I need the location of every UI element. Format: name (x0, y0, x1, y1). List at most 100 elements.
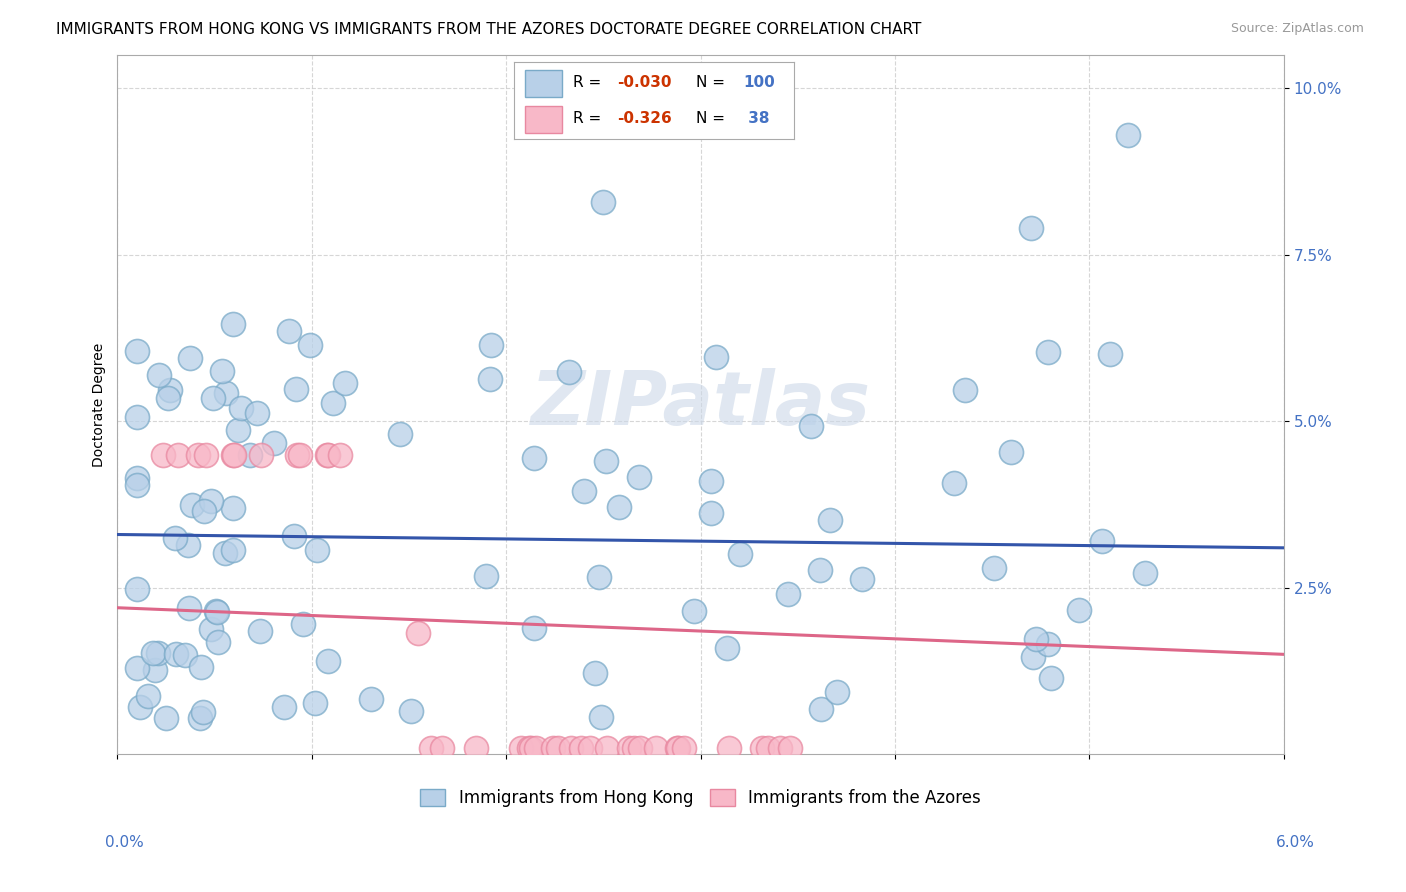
Point (125, 471, 148, 485)
Point (288, 448, 311, 462)
Point (406, 625, 429, 640)
Point (704, 350, 727, 364)
Point (285, 382, 308, 396)
Point (578, 740, 600, 755)
Point (179, 601, 201, 615)
Point (165, 647, 187, 661)
Point (818, 513, 841, 527)
Point (179, 351, 201, 365)
Point (523, 621, 546, 635)
Point (125, 661, 148, 675)
Point (547, 740, 569, 755)
Point (665, 740, 688, 755)
Point (195, 448, 218, 462)
Text: Source: ZipAtlas.com: Source: ZipAtlas.com (1230, 22, 1364, 36)
Point (1019, 221, 1042, 235)
Point (214, 546, 236, 560)
Point (520, 740, 543, 755)
Point (226, 423, 249, 437)
Point (316, 654, 339, 668)
Point (360, 691, 382, 706)
Point (229, 401, 252, 416)
Point (138, 689, 160, 703)
Point (1039, 671, 1062, 685)
Point (583, 665, 606, 680)
Point (239, 448, 262, 462)
Point (983, 561, 1005, 575)
Point (316, 448, 339, 462)
Point (142, 646, 165, 660)
Point (595, 454, 617, 468)
Point (222, 318, 245, 332)
Point (800, 419, 823, 434)
Point (201, 391, 224, 405)
Point (517, 740, 540, 755)
Point (560, 740, 582, 755)
Point (283, 529, 305, 543)
Point (322, 395, 344, 409)
Point (1133, 566, 1156, 581)
Point (524, 740, 547, 755)
Point (249, 624, 271, 639)
Point (591, 709, 613, 723)
Point (808, 563, 831, 577)
Point (627, 470, 650, 484)
Point (285, 448, 308, 462)
Point (298, 338, 321, 352)
Point (943, 475, 966, 490)
Point (751, 740, 773, 755)
Point (207, 635, 229, 649)
Text: ZIPatlas: ZIPatlas (530, 368, 870, 442)
Point (645, 740, 668, 755)
Point (125, 478, 148, 492)
Point (307, 543, 329, 558)
Point (177, 537, 200, 551)
Point (200, 622, 222, 636)
Point (465, 740, 488, 755)
Point (329, 448, 352, 462)
Point (205, 606, 228, 620)
Point (159, 383, 181, 397)
Point (222, 448, 245, 462)
Point (155, 711, 177, 725)
Point (156, 391, 179, 405)
Text: 0.0%: 0.0% (105, 836, 145, 850)
Point (1091, 533, 1114, 548)
Point (125, 582, 148, 596)
Point (333, 376, 356, 391)
Point (174, 648, 197, 662)
Point (588, 570, 610, 584)
Point (304, 696, 326, 710)
Point (193, 504, 215, 518)
Point (146, 646, 169, 660)
Point (1098, 347, 1121, 361)
Point (316, 448, 339, 462)
Point (728, 547, 751, 561)
Point (221, 501, 243, 516)
Point (569, 740, 592, 755)
Point (148, 368, 170, 382)
Point (596, 740, 619, 755)
Point (190, 660, 212, 674)
Point (125, 343, 148, 358)
Point (1116, 128, 1139, 142)
Point (607, 500, 630, 515)
Point (628, 740, 651, 755)
Point (187, 448, 209, 462)
Point (778, 587, 800, 601)
Point (683, 603, 706, 617)
Point (1038, 345, 1060, 359)
Point (825, 685, 848, 699)
Point (211, 364, 233, 378)
Point (672, 740, 695, 755)
Point (399, 705, 422, 719)
Point (716, 641, 738, 656)
Point (222, 448, 245, 462)
Point (479, 337, 502, 351)
Point (479, 371, 502, 385)
Point (188, 711, 211, 725)
Y-axis label: Doctorate Degree: Doctorate Degree (93, 343, 107, 467)
Point (291, 617, 314, 632)
Point (700, 475, 723, 489)
Point (1036, 637, 1059, 651)
